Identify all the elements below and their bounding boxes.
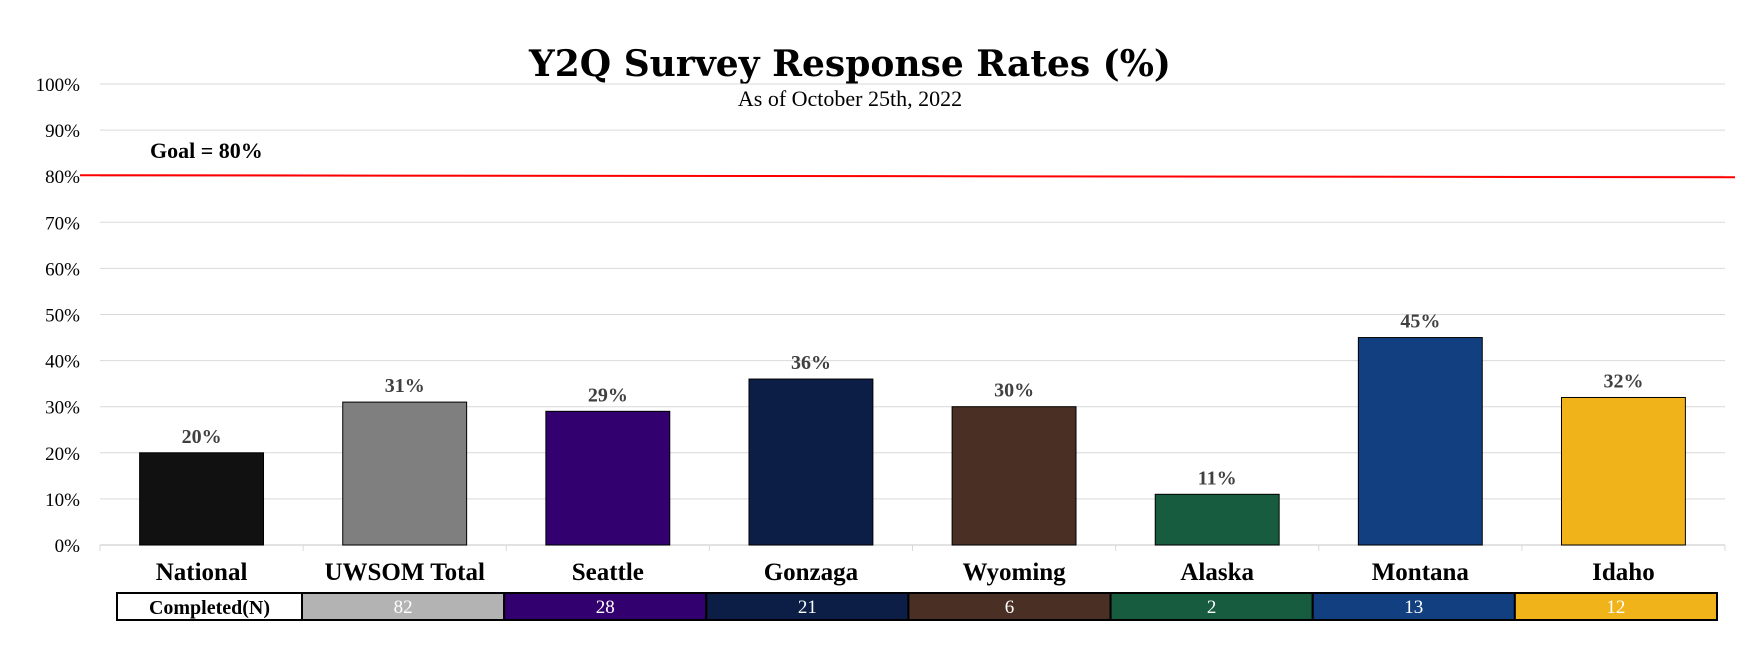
y-tick-label: 100%: [36, 75, 81, 96]
data-label: 32%: [1603, 370, 1643, 392]
table-cell-value: 28: [596, 597, 615, 618]
chart-subtitle: As of October 25th, 2022: [738, 86, 962, 111]
goal-line: [79, 174, 1736, 179]
bar: [1357, 337, 1483, 546]
x-axis: National UWSOM Total Seattle Gonzaga Wyoming…: [156, 559, 1655, 586]
chart-title: Y2Q Survey Response Rates (%): [528, 43, 1171, 85]
y-tick-label: 20%: [45, 444, 80, 465]
data-label: 11%: [1198, 467, 1237, 489]
table-cell-value: 12: [1606, 597, 1625, 618]
y-tick-label: 50%: [45, 306, 80, 327]
bar: [139, 452, 265, 546]
bar: [951, 406, 1077, 546]
y-tick-label: 30%: [45, 398, 80, 419]
bar: [1560, 396, 1686, 546]
y-tick-label: 70%: [45, 213, 80, 234]
bar: [1154, 493, 1280, 546]
y-tick-label: 0%: [55, 536, 81, 557]
data-labels: 20% 31% 29% 36% 30% 11% 45% 32%: [182, 311, 1644, 490]
data-label: 45%: [1400, 311, 1440, 333]
goal-label: Goal = 80%: [150, 138, 263, 163]
category-label: Idaho: [1592, 559, 1655, 586]
data-label: 29%: [588, 384, 628, 406]
category-label: UWSOM Total: [324, 559, 485, 586]
table-cell-value: 13: [1404, 597, 1423, 618]
y-tick-label: 80%: [45, 167, 80, 188]
category-label: Seattle: [572, 559, 644, 586]
table-cell-value: 82: [394, 597, 413, 618]
table-cell: [1311, 592, 1516, 621]
table-cell-value: 6: [1005, 597, 1015, 618]
category-label: National: [156, 559, 248, 586]
table-cell: [1513, 592, 1719, 621]
y-tick-label: 60%: [45, 259, 80, 280]
y-tick-label: 90%: [45, 121, 80, 142]
y-tick-label: 10%: [45, 490, 80, 511]
bar: [342, 401, 468, 546]
y-tick-label: 40%: [45, 352, 80, 373]
data-label: 20%: [182, 426, 222, 448]
table-cell: [907, 592, 1112, 621]
bars: [139, 337, 1686, 546]
table-cell-value: 21: [798, 597, 817, 618]
completed-table: Completed(N) 82 28 21 6 2 13 12: [116, 592, 1719, 621]
table-cell-value: 2: [1207, 597, 1217, 618]
table-header-label: Completed(N): [149, 597, 270, 619]
data-label: 30%: [994, 380, 1034, 402]
data-label: 36%: [791, 352, 831, 374]
category-label: Wyoming: [962, 559, 1066, 586]
table-cell: [705, 592, 910, 621]
table-cell: [301, 592, 506, 621]
category-label: Alaska: [1180, 559, 1254, 586]
category-label: Montana: [1372, 559, 1470, 586]
bar: [545, 410, 671, 546]
data-label: 31%: [385, 375, 425, 397]
bar: [748, 378, 874, 546]
category-label: Gonzaga: [764, 559, 859, 586]
